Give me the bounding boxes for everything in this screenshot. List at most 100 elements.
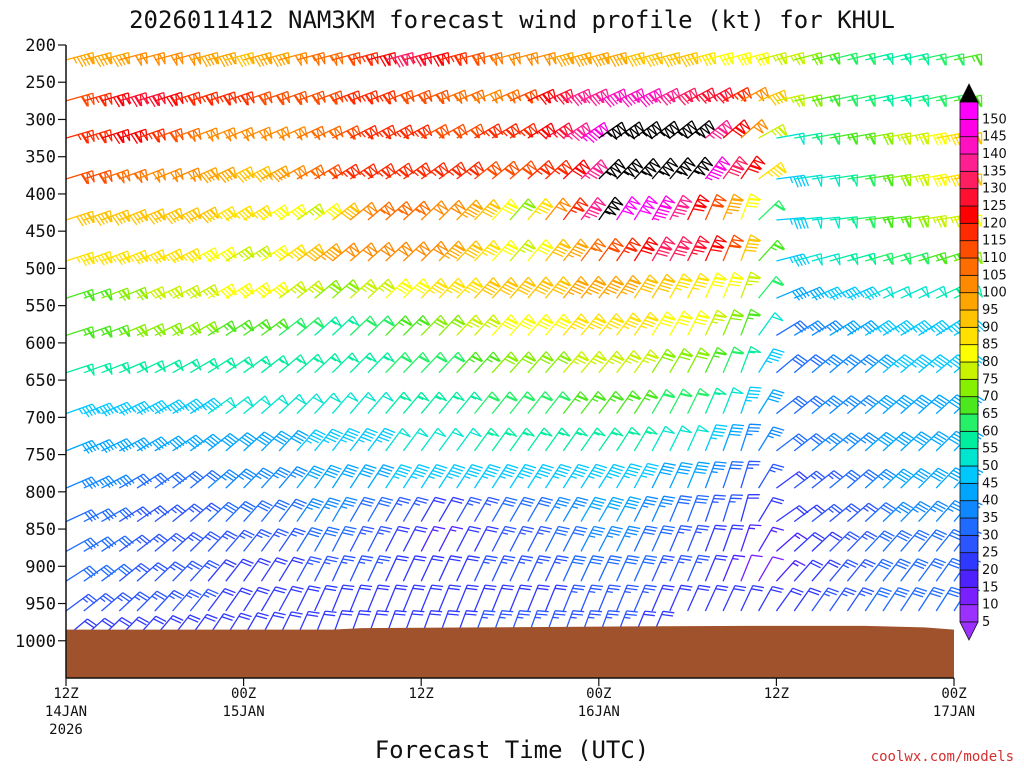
wind-barb [296,203,326,221]
colorbar-swatch [959,482,979,502]
wind-barb [314,125,344,141]
wind-barb [332,163,361,180]
wind-barb [331,427,361,452]
wind-barb [580,238,607,262]
colorbar-label: 60 [982,424,999,439]
wind-barb [900,215,930,228]
wind-barb [509,160,538,180]
wind-barb [829,132,858,145]
wind-barb [580,196,606,221]
wind-barb [793,470,826,489]
wind-barb [616,274,642,299]
wind-barb [545,159,573,180]
wind-barb [722,423,745,452]
wind-barb [278,556,305,582]
wind-barb [900,132,929,146]
wind-barb [633,311,659,336]
wind-barb [704,156,731,181]
wind-barb [758,585,784,612]
wind-barb [385,51,415,68]
wind-barb [65,509,100,523]
wind-barb [651,120,681,140]
wind-barb [598,427,624,452]
wind-barb [882,431,914,452]
wind-barb [101,250,131,266]
colorbar-swatch [959,569,979,588]
y-tick-label: 900 [25,557,56,577]
wind-barb [687,387,710,414]
wind-barb [598,525,623,552]
wind-barb [864,530,895,552]
wind-barb [900,354,932,374]
colorbar-swatch [959,222,979,242]
wind-barb [101,51,131,68]
wind-barb [261,90,291,106]
colorbar-swatch [959,604,979,623]
wind-barb [776,253,810,267]
wind-barb [491,427,517,452]
wind-barb [687,51,717,67]
colorbar-swatch [959,170,979,190]
wind-barb [776,320,810,336]
wind-barb [598,313,625,336]
colorbar-swatch [959,326,979,346]
wind-barb [207,91,237,106]
wind-barb [296,164,326,180]
wind-barb [243,126,273,142]
wind-barb [704,461,727,489]
colorbar-swatch [959,500,979,519]
wind-barb [473,525,499,552]
wind-barb [456,496,482,522]
wind-barb [225,432,257,452]
wind-barb [616,555,640,582]
wind-barb [598,350,625,374]
wind-barb [562,197,589,221]
wind-barb [314,243,343,262]
wind-barb [864,558,894,582]
wind-barb [935,528,965,552]
wind-barb [456,314,484,336]
wind-barb [491,351,519,374]
wind-barb [509,89,539,104]
wind-barb [829,587,857,612]
wind-barb [669,348,694,374]
wind-barb [491,463,519,489]
wind-barb [776,174,810,188]
wind-barb [704,584,729,612]
wind-barb [509,391,536,415]
wind-barb [846,354,879,374]
colorbar-label: 50 [982,459,999,474]
wind-barb [598,584,621,612]
wind-barb [225,468,257,489]
wind-barb [545,351,572,374]
wind-barb [331,464,359,489]
wind-barb [616,121,645,140]
wind-barb [686,461,710,489]
wind-barb [811,395,844,415]
wind-barb [704,524,727,552]
wind-barb [420,89,451,105]
wind-barb [473,427,500,452]
wind-barb [207,127,237,142]
wind-barb [260,430,292,452]
wind-barb [296,317,325,336]
wind-barb [296,526,323,552]
wind-barb [349,391,377,415]
y-tick-label: 950 [25,595,56,615]
wind-barb [278,466,308,489]
wind-barb [616,496,642,522]
wind-barb [722,387,744,414]
wind-barb [349,525,375,552]
wind-barb [544,427,571,452]
wind-barb [598,158,626,180]
wind-barb [758,556,784,582]
wind-barb [776,471,809,489]
wind-barb [775,559,806,582]
wind-barb [633,274,659,299]
colorbar-swatch [959,430,979,450]
wind-barb [172,560,203,582]
wind-barb [402,555,427,582]
wind-barb [616,312,642,336]
wind-barb [687,584,711,612]
wind-barb [740,271,762,299]
